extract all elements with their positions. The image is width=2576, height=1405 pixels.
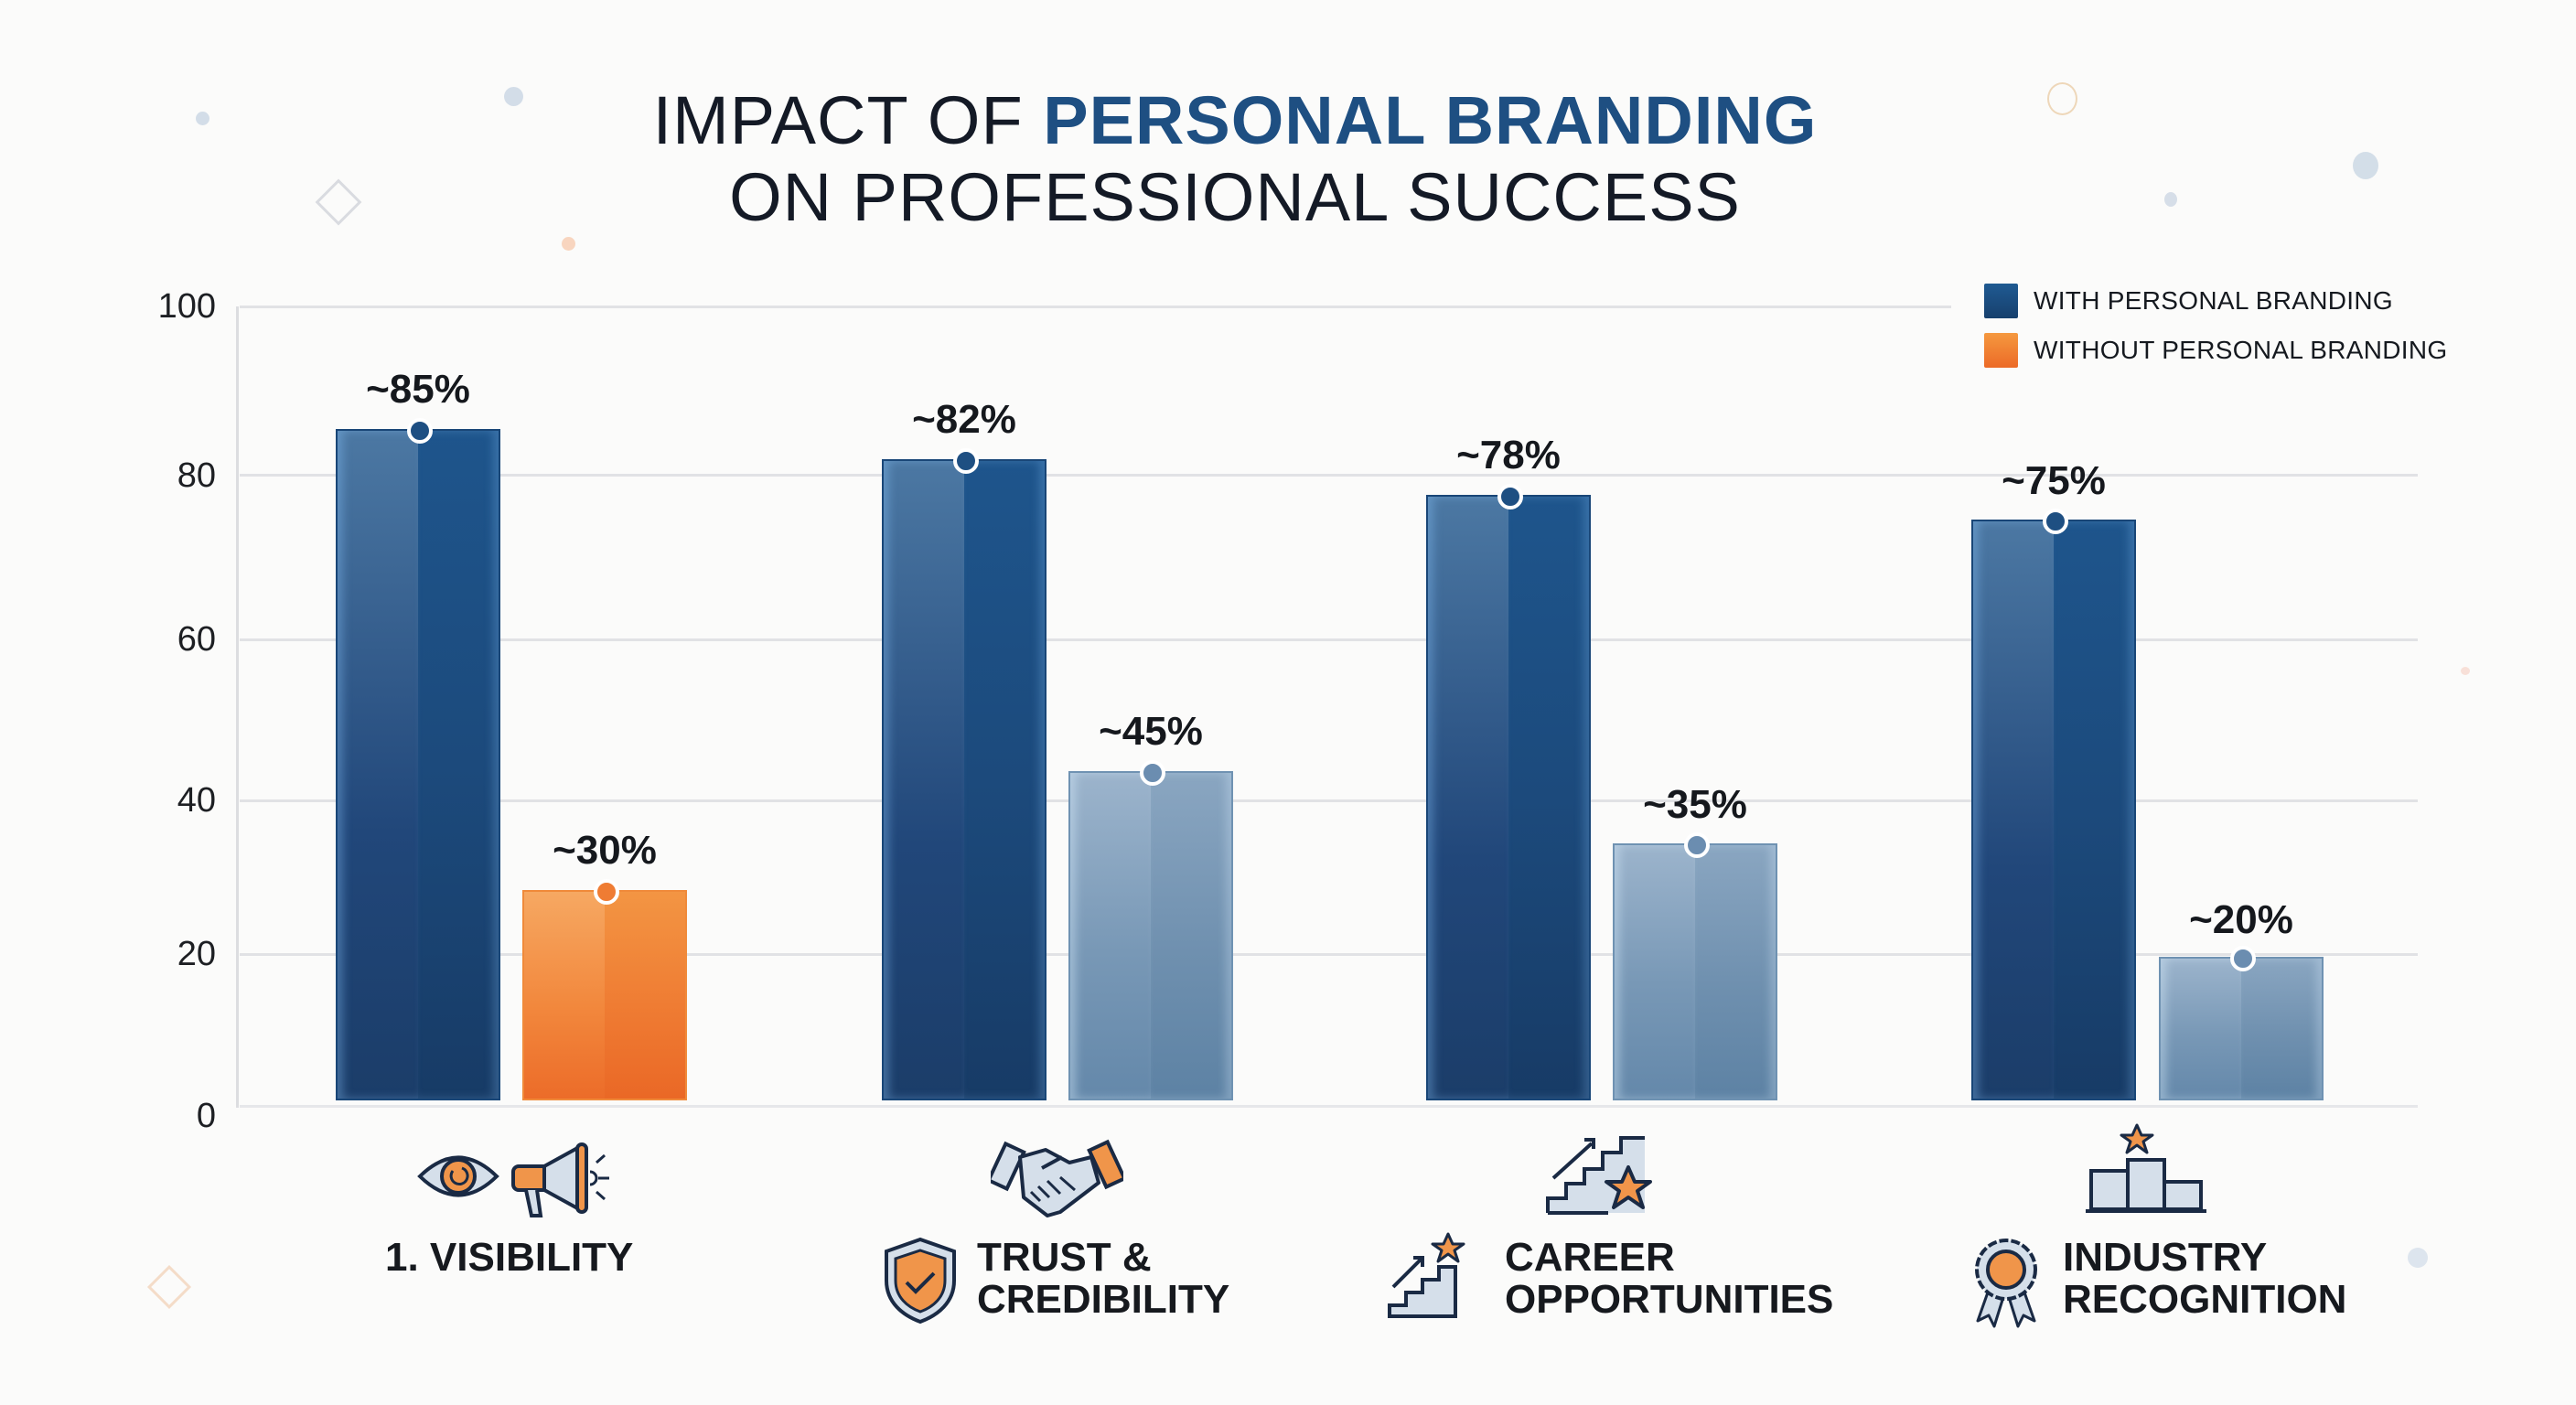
bar-marker (2043, 509, 2068, 534)
legend: WITH PERSONAL BRANDING WITHOUT PERSONAL … (1984, 276, 2447, 375)
y-tick-60: 60 (177, 620, 216, 659)
gridline-60 (240, 638, 2418, 641)
value-label-without: ~30% (553, 828, 657, 873)
decor-dot (504, 87, 523, 106)
podium-star-icon (2086, 1123, 2206, 1213)
gridline-80 (240, 474, 2418, 477)
legend-item-with-branding: WITH PERSONAL BRANDING (1984, 276, 2447, 326)
bar-with-branding-recognition[interactable] (1971, 509, 2136, 1100)
chart-title-line2: ON PROFESSIONAL SUCCESS (729, 159, 1741, 235)
bar-without-branding-trust[interactable] (1068, 760, 1233, 1100)
handshake-icon (991, 1139, 1123, 1217)
gridline-100 (240, 306, 1951, 308)
y-tick-40: 40 (177, 781, 216, 820)
bar-marker (1497, 484, 1523, 509)
category-label-trust-line1: TRUST & (977, 1235, 1152, 1280)
legend-label: WITH PERSONAL BRANDING (2034, 286, 2393, 315)
decor-dot (562, 237, 575, 251)
value-label-without: ~20% (2189, 897, 2293, 942)
legend-swatch-blue (1984, 284, 2018, 318)
category-label-visibility: 1. VISIBILITY (385, 1235, 634, 1280)
value-label-with: ~75% (2002, 458, 2106, 503)
value-label-with: ~85% (366, 367, 470, 412)
y-axis-line (236, 306, 239, 1108)
value-label-with: ~82% (912, 397, 1016, 442)
decor-dot (196, 112, 209, 125)
bar-marker (594, 879, 619, 905)
category-label-career-line1: CAREER (1505, 1235, 1675, 1280)
decor-dot (2353, 152, 2378, 179)
award-ribbon-icon (1975, 1239, 2037, 1328)
stairs-arrow-star-icon (1388, 1232, 1465, 1318)
y-tick-0: 0 (196, 1097, 216, 1135)
title-highlight: PERSONAL BRANDING (1043, 82, 1818, 158)
bar-marker (2230, 946, 2256, 971)
value-label-with: ~78% (1456, 433, 1561, 477)
gridline-20 (240, 953, 2418, 956)
stairs-star-icon (1546, 1136, 1652, 1215)
decor-dot (2408, 1248, 2428, 1268)
bar-without-branding-career[interactable] (1613, 832, 1777, 1100)
gridline-40 (240, 799, 2418, 802)
legend-swatch-orange (1984, 333, 2018, 368)
bar-with-branding-career[interactable] (1426, 484, 1591, 1100)
x-axis-baseline (240, 1105, 2418, 1108)
decor-ring (2047, 82, 2077, 115)
title-prefix: IMPACT OF (652, 82, 1044, 158)
bar-marker (953, 448, 979, 474)
legend-label: WITHOUT PERSONAL BRANDING (2034, 336, 2448, 364)
megaphone-icon (511, 1142, 609, 1217)
category-label-recognition-line2: RECOGNITION (2063, 1277, 2347, 1322)
y-tick-80: 80 (177, 456, 216, 495)
legend-item-without-branding: WITHOUT PERSONAL BRANDING (1984, 326, 2447, 375)
bar-marker (407, 418, 433, 444)
bar-without-branding-visibility[interactable] (522, 879, 687, 1100)
bar-with-branding-visibility[interactable] (336, 418, 500, 1100)
bar-with-branding-trust[interactable] (882, 448, 1046, 1100)
chart-title-line1: IMPACT OF PERSONAL BRANDING (0, 82, 2523, 159)
shield-check-icon (885, 1237, 956, 1325)
bar-marker (1140, 760, 1165, 786)
bar-marker (1684, 832, 1710, 858)
value-label-without: ~35% (1643, 782, 1747, 827)
eye-icon (417, 1155, 499, 1197)
category-label-career-line2: OPPORTUNITIES (1505, 1277, 1834, 1322)
value-label-without: ~45% (1099, 709, 1203, 754)
category-label-recognition-line1: INDUSTRY (2063, 1235, 2268, 1280)
y-tick-100: 100 (157, 287, 216, 326)
decor-dot (2164, 192, 2177, 207)
category-label-trust-line2: CREDIBILITY (977, 1277, 1230, 1322)
decor-diamond (146, 1264, 192, 1310)
y-tick-20: 20 (177, 935, 216, 973)
bar-without-branding-recognition[interactable] (2159, 946, 2324, 1100)
decor-dot (2461, 667, 2470, 675)
